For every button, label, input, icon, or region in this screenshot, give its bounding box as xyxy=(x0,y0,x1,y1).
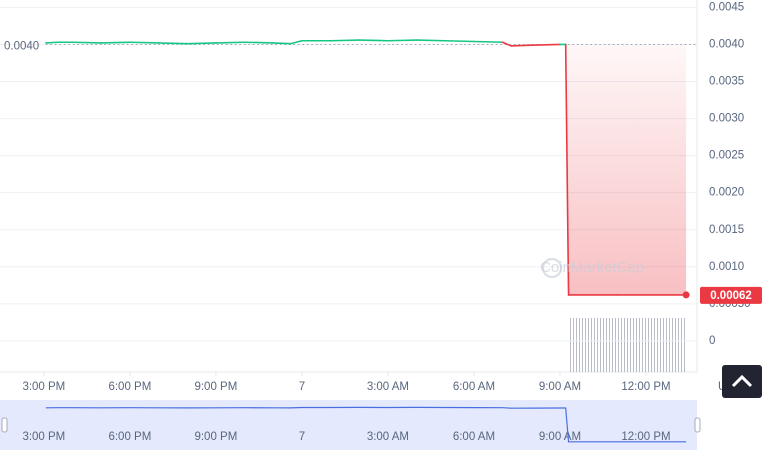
button-bg[interactable] xyxy=(722,365,762,398)
last-price-dot xyxy=(682,291,690,299)
x-tick-label: 3:00 AM xyxy=(367,381,409,393)
watermark-logo xyxy=(542,258,562,278)
x-tick-label: 6:00 PM xyxy=(108,381,151,393)
down-area xyxy=(502,44,687,295)
navigator-tick-label: 3:00 AM xyxy=(367,431,409,443)
navigator-tick-label: 3:00 PM xyxy=(22,431,65,443)
price-segment xyxy=(329,39,361,42)
price-segment xyxy=(530,43,561,47)
watermark: CoinMarketCap xyxy=(540,259,644,276)
navigator-tick-label: 7 xyxy=(299,431,305,443)
last-price-label: 0.00062 xyxy=(710,290,752,302)
navigator-handle[interactable] xyxy=(694,417,701,433)
navigator-handle[interactable] xyxy=(1,417,8,433)
price-segment xyxy=(510,44,533,47)
price-segment xyxy=(358,39,389,42)
price-segment xyxy=(387,39,418,42)
price-segment xyxy=(415,39,447,42)
x-tick-label: 9:00 PM xyxy=(194,381,237,393)
navigator-line xyxy=(45,406,687,443)
x-tick-label: 3:00 PM xyxy=(22,381,65,393)
price-segment xyxy=(186,42,217,45)
x-tick-label: 9:00 AM xyxy=(539,381,581,393)
y-tick-label: 0.0045 xyxy=(709,1,744,13)
price-segment xyxy=(71,41,103,44)
price-segment xyxy=(444,39,475,43)
y-tick-label: 0.0040 xyxy=(709,38,744,50)
navigator-tick-label: 12:00 PM xyxy=(621,431,670,443)
y-tick-label: 0.0020 xyxy=(709,187,744,199)
price-segment xyxy=(564,43,570,296)
navigator-tick-label: 9:00 AM xyxy=(539,431,581,443)
scroll-top-button[interactable] xyxy=(722,365,762,398)
price-segment xyxy=(129,41,160,44)
navigator-tick-label: 6:00 PM xyxy=(108,431,151,443)
y-tick-label: 0.0035 xyxy=(709,76,744,88)
y-tick-label: 0.0010 xyxy=(709,261,744,273)
last-price-box xyxy=(700,286,762,304)
y-tick-label: 0.0030 xyxy=(709,113,744,125)
price-segment xyxy=(272,42,292,45)
reference-label: 0.0040 xyxy=(4,40,39,52)
y-tick-label: 0.0025 xyxy=(709,150,744,162)
x-tick-label: 12:00 PM xyxy=(621,381,670,393)
volume-bars xyxy=(568,318,687,372)
y-tick-label: 0 xyxy=(709,335,715,347)
price-segment xyxy=(100,41,131,44)
navigator-tick-label: 9:00 PM xyxy=(194,431,237,443)
price-segment xyxy=(157,42,189,45)
x-tick-label: 7 xyxy=(299,381,305,393)
price-segment xyxy=(243,41,275,44)
price-segment xyxy=(473,40,504,44)
navigator-tick-label: 6:00 AM xyxy=(453,431,495,443)
x-tick-label: 6:00 AM xyxy=(453,381,495,393)
price-segment xyxy=(45,41,60,44)
chevron-icon[interactable] xyxy=(731,374,753,388)
y-tick-label: 0.0015 xyxy=(709,224,744,236)
price-segment xyxy=(289,39,303,45)
price-segment xyxy=(215,41,246,44)
price-segment xyxy=(501,41,513,47)
